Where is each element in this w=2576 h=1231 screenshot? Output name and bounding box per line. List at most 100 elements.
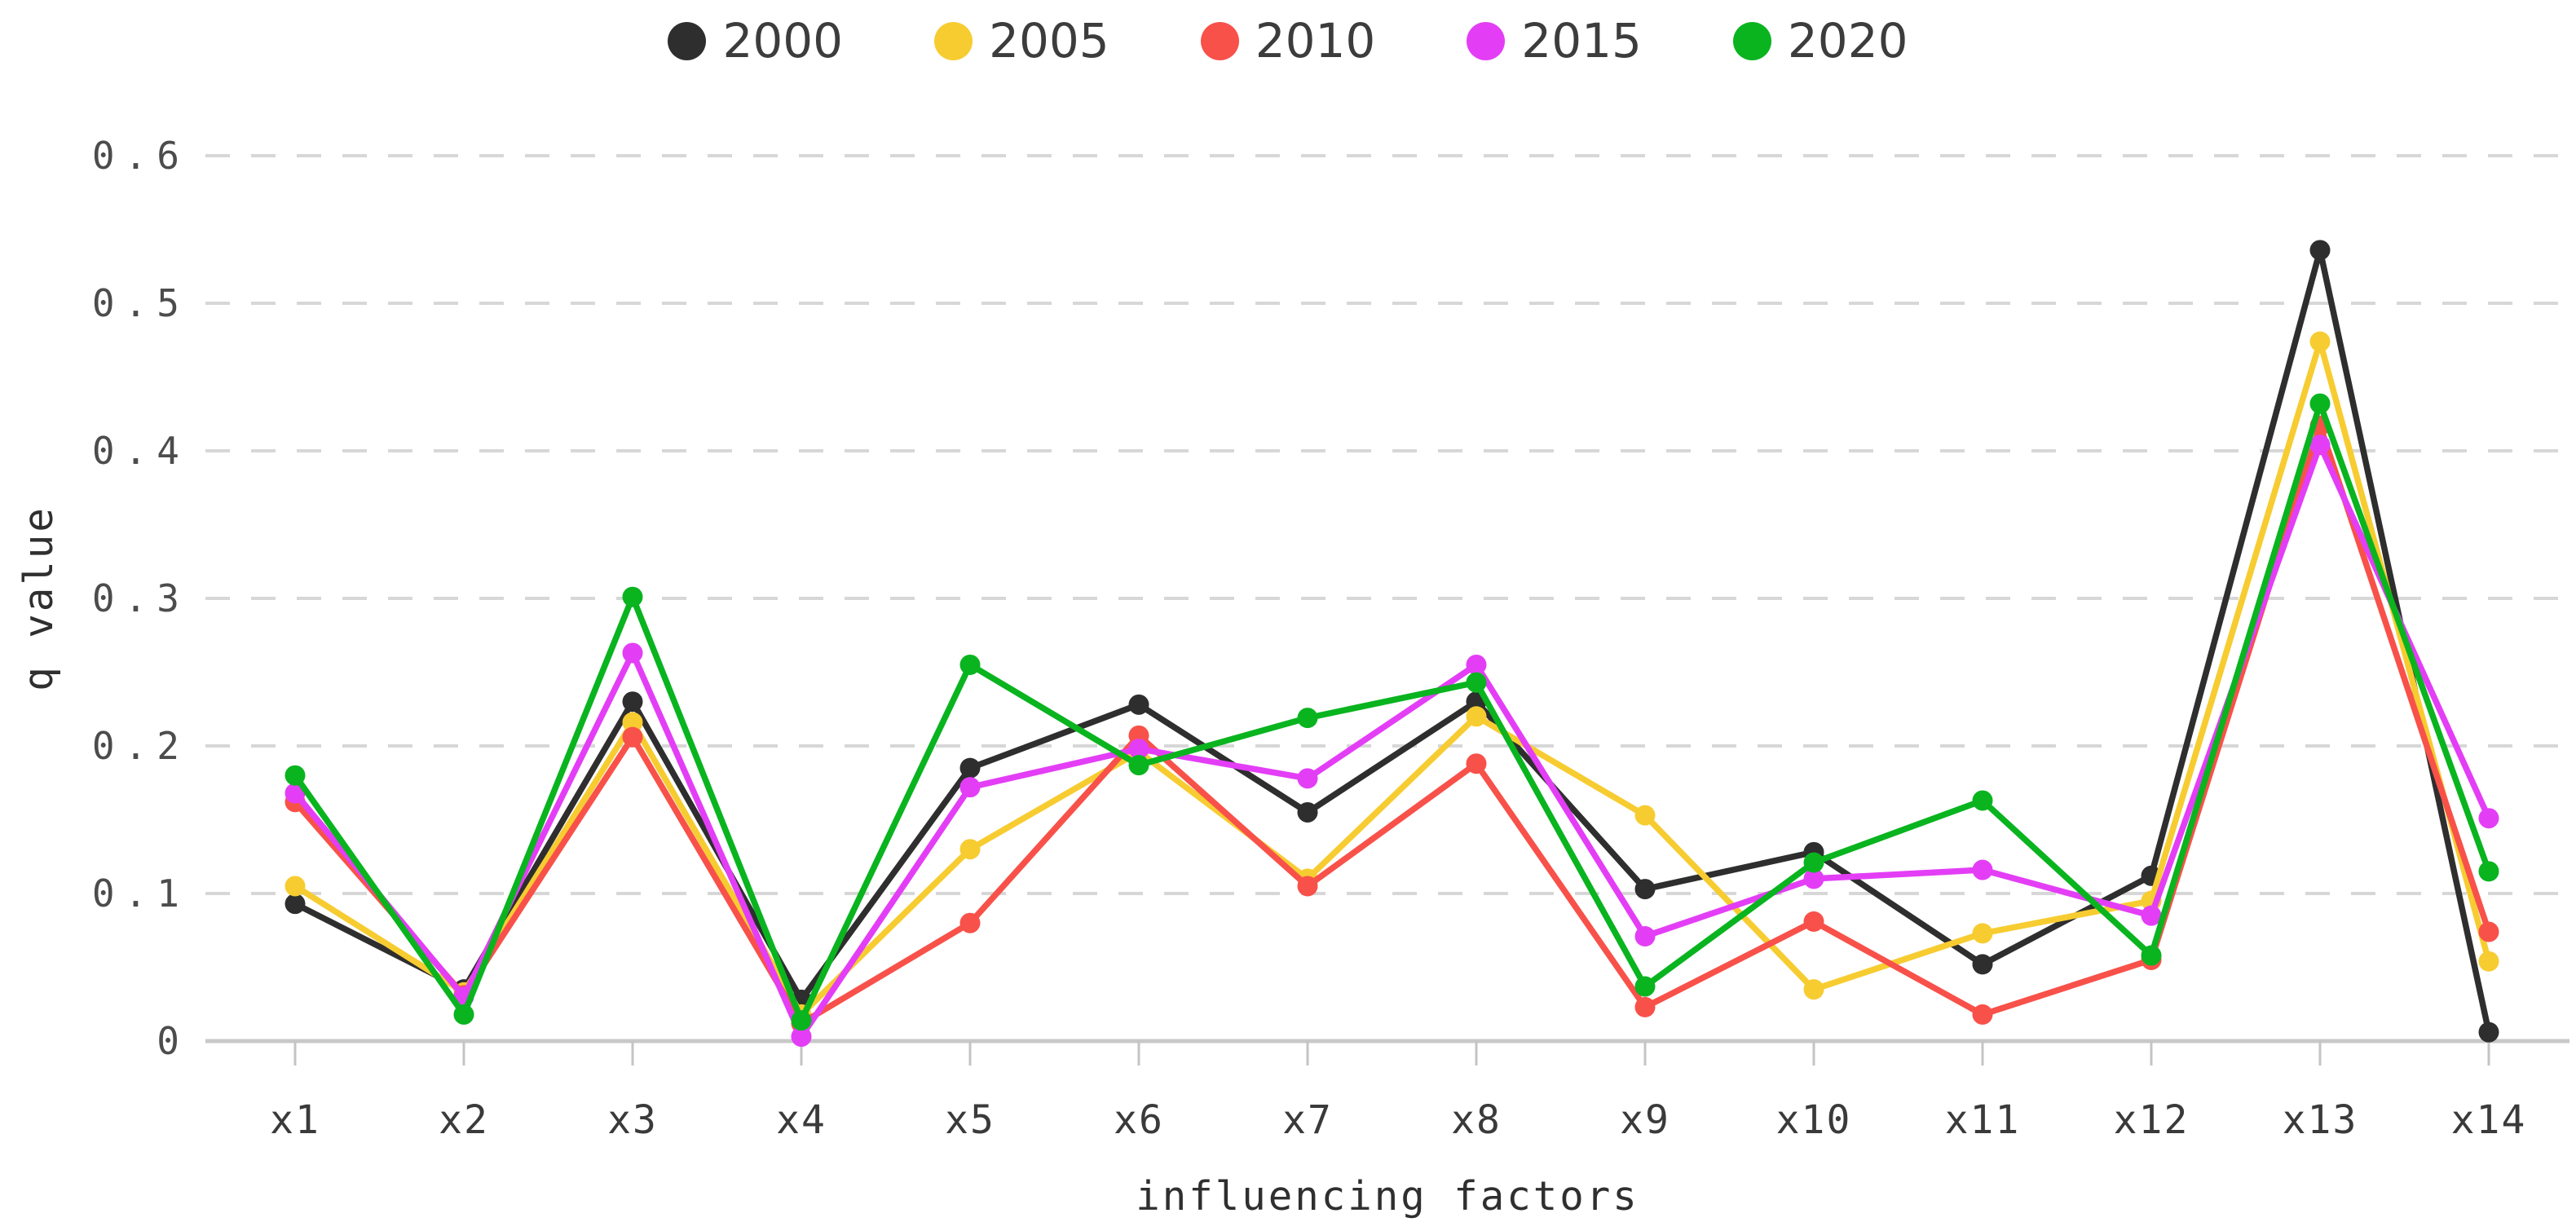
marker-2015-x10 [1803, 868, 1824, 889]
legend-label-2010: 2010 [1255, 13, 1376, 68]
series-line-2010 [292, 422, 2492, 1027]
y-axis-title: q value [15, 505, 62, 691]
marker-2020-x9 [1634, 976, 1656, 997]
marker-2005-x3 [622, 712, 643, 733]
x-tick-label-x11: x11 [1945, 1097, 2021, 1143]
marker-2015-x5 [959, 777, 981, 798]
x-tick-label-x6: x6 [1114, 1097, 1164, 1143]
y-tick-label-0.3: 0.3 [92, 576, 189, 620]
legend-dot-2020 [1732, 21, 1771, 60]
tick-labels: 0 0.1 0.2 0.3 0.4 0.5 0.6 x1 x2 x3 x4 x5 x6 x7 x8 x9 x10… [92, 134, 2527, 1143]
marker-2020-x10 [1803, 852, 1824, 873]
marker-2015-x12 [2141, 905, 2162, 926]
marker-2015-x3 [622, 642, 643, 664]
marker-2010-x8 [1466, 753, 1487, 774]
marker-2020-x11 [1972, 790, 1993, 811]
legend-item-2015: 2015 [1467, 17, 1642, 64]
x-tick-label-x13: x13 [2283, 1097, 2358, 1143]
x-tick-label-x3: x3 [607, 1097, 658, 1143]
marker-2005-x5 [959, 839, 981, 860]
series-line-2015 [292, 442, 2492, 1040]
marker-2005-x9 [1634, 805, 1656, 826]
marker-2000-x5 [959, 757, 981, 779]
marker-2000-x13 [2309, 240, 2331, 261]
marker-2020-x8 [1466, 672, 1487, 693]
marker-2010-x3 [622, 726, 643, 748]
marker-2000-x7 [1297, 801, 1318, 823]
marker-2015-x4 [791, 1026, 812, 1048]
marker-2015-x6 [1128, 739, 1149, 760]
legend-dot-2015 [1467, 21, 1506, 60]
marker-2000-x9 [1634, 879, 1656, 900]
y-tick-label-0: 0 [157, 1019, 189, 1063]
marker-2015-x9 [1634, 925, 1656, 946]
marker-2020-x4 [791, 1010, 812, 1031]
marker-2015-x8 [1466, 654, 1487, 675]
legend-item-2020: 2020 [1732, 13, 1908, 68]
x-tick-label-x5: x5 [945, 1097, 995, 1143]
marker-2020-x6 [1128, 755, 1149, 776]
legend-dot-2005 [934, 21, 973, 60]
marker-2020-x13 [2309, 393, 2331, 414]
series-line-2020 [292, 400, 2492, 1024]
marker-2005-x8 [1466, 706, 1487, 727]
marker-2010-x9 [1634, 996, 1656, 1017]
legend-item-2010: 2010 [1200, 13, 1376, 68]
legend-dot-2000 [668, 21, 707, 60]
marker-2015-x11 [1972, 859, 1993, 880]
marker-2015-x7 [1297, 768, 1318, 789]
legend-label-2005: 2005 [989, 13, 1109, 68]
marker-2020-x7 [1297, 708, 1318, 729]
marker-2000-x1 [285, 893, 306, 915]
x-tick-label-x9: x9 [1620, 1097, 1670, 1143]
marker-2020-x12 [2141, 945, 2162, 966]
legend-item-2000: 2000 [668, 17, 843, 64]
marker-2015-x13 [2309, 435, 2331, 456]
marker-2000-x6 [1128, 694, 1149, 715]
y-tick-label-0.1: 0.1 [92, 871, 189, 916]
marker-2000-x3 [622, 691, 643, 713]
series-line-2000 [292, 247, 2492, 1035]
x-axis-title: influencing factors [1136, 1173, 1639, 1220]
marker-2000-x11 [1972, 954, 1993, 975]
legend-dot-2010 [1200, 21, 1239, 60]
gridlines [205, 154, 2569, 895]
marker-2000-x14 [2478, 1021, 2499, 1043]
x-tick-label-x1: x1 [270, 1097, 320, 1143]
marker-2020-x1 [285, 765, 306, 786]
x-tick-label-x10: x10 [1776, 1097, 1852, 1143]
axes [205, 1039, 2569, 1066]
marker-2005-x1 [285, 876, 306, 897]
marker-2020-x3 [622, 586, 643, 607]
marker-2005-x11 [1972, 923, 1993, 944]
y-tick-label-0.6: 0.6 [92, 134, 189, 178]
marker-2010-x11 [1972, 1004, 1993, 1025]
y-tick-label-0.2: 0.2 [92, 724, 189, 768]
marker-2015-x14 [2478, 808, 2499, 829]
legend-label-2015: 2015 [1521, 13, 1642, 68]
marker-2020-x14 [2478, 861, 2499, 882]
marker-2010-x7 [1297, 876, 1318, 897]
x-tick-label-x12: x12 [2114, 1097, 2190, 1143]
chart-legend: 2000 2005 2010 2015 2020 [0, 7, 2576, 75]
x-tick-label-x4: x4 [776, 1097, 827, 1143]
marker-2005-x14 [2478, 951, 2499, 972]
marker-2010-x10 [1803, 911, 1824, 932]
y-tick-label-0.4: 0.4 [92, 429, 189, 473]
marker-2005-x10 [1803, 979, 1824, 1000]
y-tick-label-0.5: 0.5 [92, 281, 189, 325]
marker-2020-x5 [959, 654, 981, 675]
marker-2010-x5 [959, 912, 981, 933]
marker-2005-x13 [2309, 331, 2331, 352]
marker-2010-x14 [2478, 921, 2499, 942]
series [285, 240, 2499, 1048]
x-tick-label-x7: x7 [1282, 1097, 1333, 1143]
legend-label-2020: 2020 [1787, 13, 1908, 68]
x-tick-label-x2: x2 [439, 1097, 489, 1143]
marker-2020-x2 [453, 1004, 474, 1025]
marker-2015-x1 [285, 783, 306, 804]
x-tick-label-x14: x14 [2451, 1097, 2527, 1143]
legend-item-2005: 2005 [934, 17, 1109, 64]
